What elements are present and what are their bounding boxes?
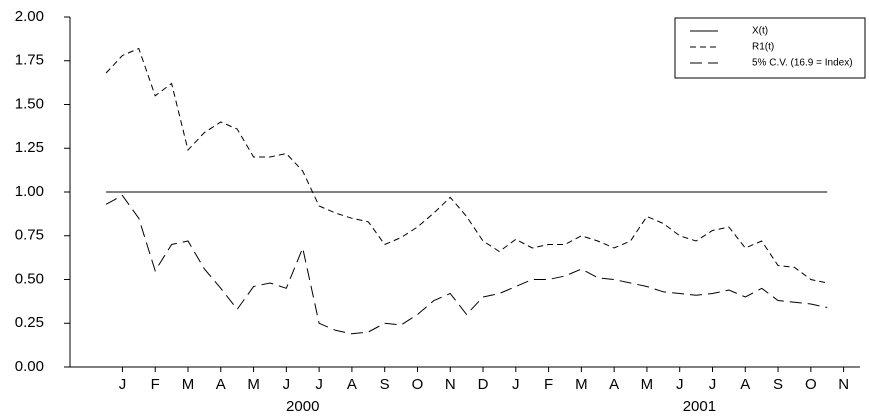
y-tick-label: 0.25 — [15, 314, 44, 331]
legend-label: R1(t) — [752, 42, 774, 53]
year-label: 2001 — [683, 398, 716, 415]
x-tick-label: J — [676, 376, 684, 393]
x-tick-label: F — [151, 376, 160, 393]
x-tick-label: A — [740, 376, 750, 393]
series-line — [105, 194, 828, 335]
x-tick-label: D — [478, 376, 489, 393]
y-tick-label: 1.50 — [15, 95, 44, 112]
x-tick-label: O — [412, 376, 424, 393]
x-tick-label: F — [544, 376, 553, 393]
x-tick-label: O — [805, 376, 817, 393]
y-tick-label: 0.50 — [15, 270, 44, 287]
year-label: 2000 — [286, 398, 319, 415]
y-tick-label: 0.75 — [15, 227, 44, 244]
x-tick-label: S — [773, 376, 783, 393]
y-tick-label: 0.00 — [15, 358, 44, 375]
y-tick-label: 1.00 — [15, 183, 44, 200]
y-tick-label: 1.75 — [15, 52, 44, 69]
legend-label: 5% C.V. (16.9 = Index) — [752, 58, 853, 69]
x-tick-label: M — [247, 376, 260, 393]
x-tick-label: N — [838, 376, 849, 393]
x-tick-label: J — [119, 376, 127, 393]
x-tick-label: N — [445, 376, 456, 393]
x-tick-label: J — [315, 376, 323, 393]
x-tick-label: A — [216, 376, 226, 393]
x-tick-label: A — [609, 376, 619, 393]
x-tick-label: J — [512, 376, 520, 393]
x-tick-label: M — [641, 376, 654, 393]
x-tick-label: J — [709, 376, 717, 393]
legend-label: X(t) — [752, 26, 768, 37]
y-tick-label: 1.25 — [15, 139, 44, 156]
series-line — [105, 47, 828, 284]
x-tick-label: M — [182, 376, 195, 393]
legend-box — [674, 17, 866, 79]
x-tick-label: S — [380, 376, 390, 393]
x-tick-label: J — [283, 376, 291, 393]
y-tick-label: 2.00 — [15, 8, 44, 25]
x-tick-label: A — [347, 376, 357, 393]
x-tick-label: M — [575, 376, 588, 393]
